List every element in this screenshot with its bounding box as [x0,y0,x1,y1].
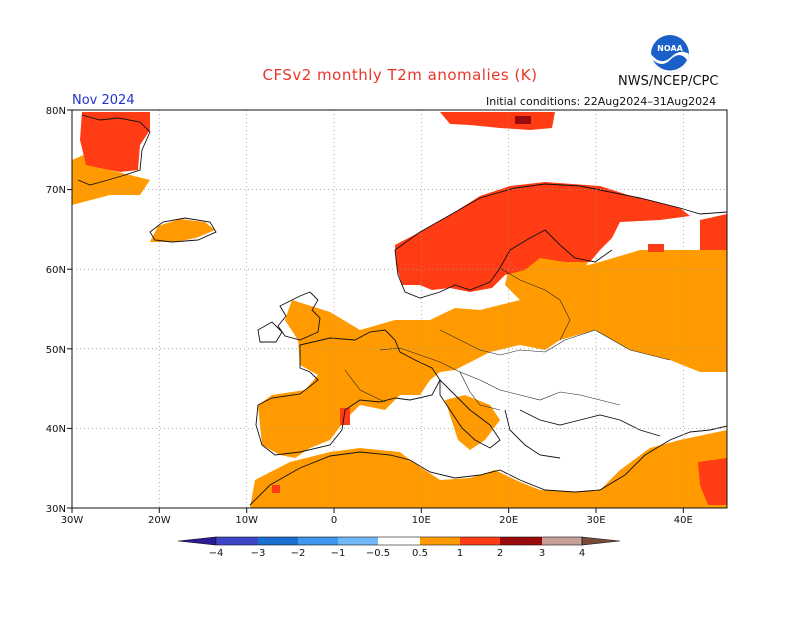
lon-tick-label: 10W [235,515,258,526]
colorbar-frame [215,536,583,546]
colorbar-swatch [542,537,582,545]
colorbar-label: 0.5 [412,548,428,559]
initial-conditions: Initial conditions: 22Aug2024–31Aug2024 [486,95,717,108]
lat-tick-label: 80N [46,106,66,117]
forecast-period: Nov 2024 [72,93,135,108]
lon-tick-label: 20W [148,515,171,526]
colorbar-swatch [500,537,542,545]
lon-tick-label: 20E [499,515,518,526]
colorbar-label: −3 [251,548,266,559]
map-frame [71,109,728,509]
lat-tick-marks [67,109,72,509]
lon-tick-label: 30W [61,515,84,526]
lat-tick-label: 50N [46,345,66,356]
colorbar-swatch [258,537,298,545]
lat-tick-labels: 80N 70N 60N 50N 40N 30N [46,106,66,515]
noaa-logo-icon: NOAA [651,35,689,73]
colorbar-label: 1 [457,548,463,559]
colorbar-swatch [298,537,338,545]
colorbar-swatch [460,537,500,545]
colorbar-label: −0.5 [366,548,390,559]
colorbar-swatch [338,537,378,545]
colorbar-label: 3 [539,548,545,559]
lon-tick-label: 10E [412,515,431,526]
lon-tick-label: 0 [331,515,337,526]
coastlines [77,114,727,506]
dark-red-anomaly-shading [515,116,531,124]
colorbar-label: 2 [497,548,503,559]
lat-tick-label: 60N [46,265,66,276]
lon-tick-marks [71,508,684,513]
colorbar-label: 4 [579,548,585,559]
chart-title: CFSv2 monthly T2m anomalies (K) [262,66,538,84]
colorbar-swatch [378,537,420,545]
colorbar-label: −2 [291,548,306,559]
lon-tick-label: 40E [674,515,693,526]
lon-tick-labels: 30W 20W 10W 0 10E 20E 30E 40E [61,515,693,526]
agency-label: NWS/NCEP/CPC [618,74,719,89]
lon-tick-label: 30E [586,515,605,526]
borders [344,267,671,411]
lat-tick-label: 40N [46,424,66,435]
map-plot-area [72,110,727,508]
lat-tick-label: 70N [46,185,66,196]
colorbar-label: −4 [209,548,224,559]
colorbar: −4 −3 −2 −1 −0.5 0.5 1 2 3 4 [177,536,621,559]
logo-text: NOAA [657,44,683,53]
colorbar-low-triangle [177,536,217,546]
colorbar-high-triangle [581,536,621,546]
red-anomaly-shading [80,112,727,505]
colorbar-label: −1 [331,548,346,559]
colorbar-swatch [420,537,460,545]
lat-tick-label: 30N [46,504,66,515]
colorbar-swatch [216,537,258,545]
